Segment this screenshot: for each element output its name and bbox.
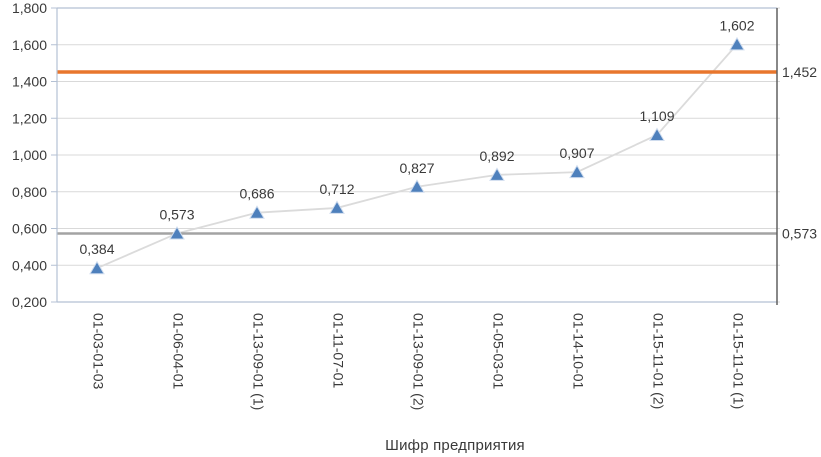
data-point-marker <box>649 127 665 141</box>
x-category-label: 01-13-09-01 (2) <box>411 313 427 410</box>
data-point-label: 0,573 <box>159 206 194 222</box>
data-point-marker <box>89 260 105 275</box>
y-tick-label: 1,400 <box>12 74 47 90</box>
x-axis-title: Шифр предприятия <box>385 437 525 454</box>
y-tick-label: 0,200 <box>12 294 47 310</box>
data-point-label: 0,384 <box>79 241 114 257</box>
data-point-label: 1,602 <box>719 17 754 33</box>
y-tick-label: 0,600 <box>12 221 47 237</box>
x-category-label: 01-06-04-01 <box>171 313 187 389</box>
x-category-label: 01-05-03-01 <box>491 313 507 389</box>
reference-line-label: 0,573 <box>782 225 817 241</box>
x-category-label: 01-11-07-01 <box>331 313 347 388</box>
x-category-label: 01-13-09-01 (1) <box>251 313 267 410</box>
data-point-label: 0,712 <box>319 181 354 197</box>
y-tick-label: 1,000 <box>12 147 47 163</box>
data-point-label: 0,892 <box>479 148 514 164</box>
data-point-label: 0,686 <box>239 186 274 202</box>
data-point-marker <box>489 167 505 181</box>
x-category-label: 01-03-01-03 <box>91 313 107 389</box>
y-tick-label: 1,200 <box>12 110 47 126</box>
data-point-label: 0,827 <box>399 160 434 176</box>
data-point-marker <box>169 225 185 240</box>
reference-line-label: 1,452 <box>782 64 817 80</box>
data-point-label: 0,907 <box>559 145 594 161</box>
x-category-label: 01-14-10-01 <box>571 313 587 389</box>
y-tick-label: 0,800 <box>12 184 47 200</box>
data-point-marker <box>409 179 425 193</box>
x-category-label: 01-15-11-01 (2) <box>651 313 667 409</box>
data-point-marker <box>329 200 345 214</box>
y-tick-label: 0,400 <box>12 257 47 273</box>
data-point-marker <box>569 164 585 179</box>
x-category-label: 01-15-11-01 (1) <box>731 313 747 409</box>
data-point-label: 1,109 <box>639 108 674 124</box>
data-point-marker <box>729 36 745 51</box>
data-point-marker <box>249 205 265 219</box>
y-tick-label: 1,800 <box>12 0 47 16</box>
y-tick-label: 1,600 <box>12 37 47 53</box>
